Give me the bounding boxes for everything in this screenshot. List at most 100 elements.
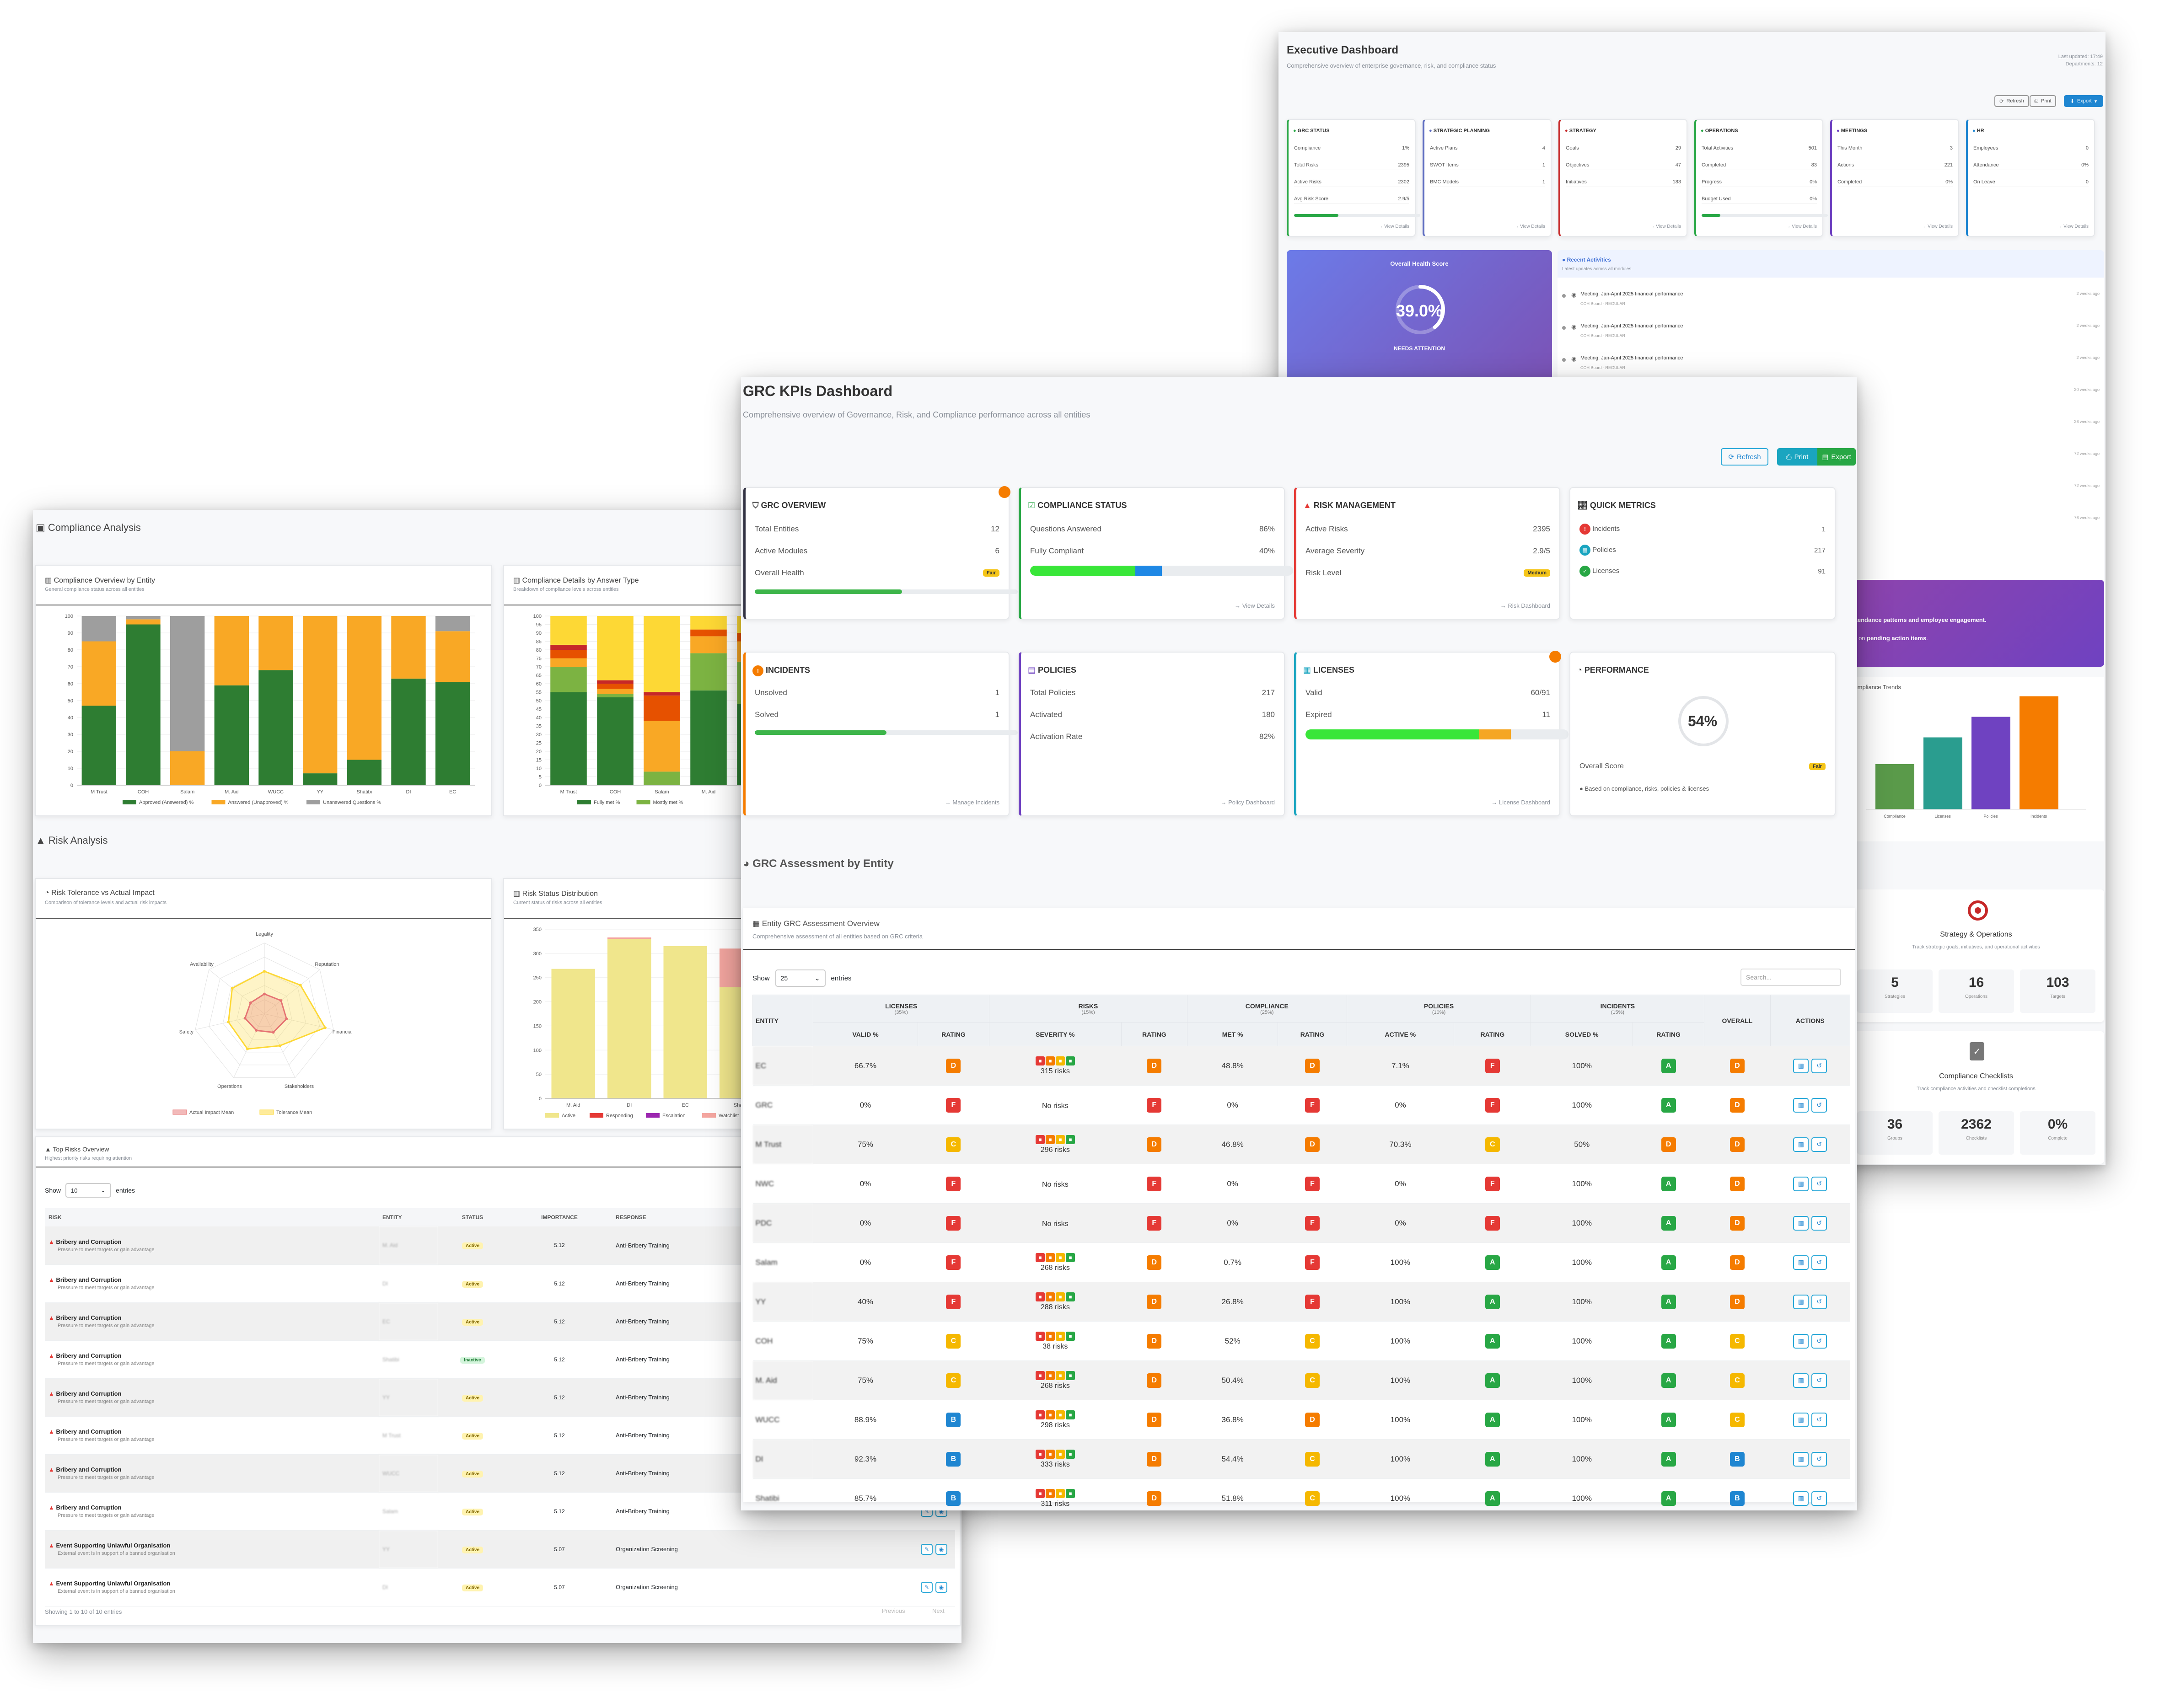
column-header[interactable]: ACTIONS [1770, 995, 1851, 1046]
history-icon[interactable]: ↺ [1811, 1294, 1827, 1309]
table-row[interactable]: Shatibi 85.7% B ■ ■ ■ ■ 311 risks D 51.8% C 100… [752, 1478, 1850, 1510]
column-header[interactable]: ENTITY [752, 995, 814, 1046]
table-row[interactable]: PDC 0% F No risks F 0% F 0% F 100% A D ▥ ↺ [752, 1203, 1850, 1243]
history-icon[interactable]: ↺ [1811, 1098, 1827, 1113]
severity-chip: ■ [1035, 1135, 1045, 1144]
chart-icon[interactable]: ▥ [1793, 1098, 1809, 1113]
view-details-link[interactable]: → View Details [1378, 224, 1409, 229]
chart-icon[interactable]: ▥ [1793, 1412, 1809, 1427]
table-row[interactable]: M. Aid 75% C ■ ■ ■ ■ 268 risks D 50.4% C 100% A … [752, 1360, 1850, 1400]
chart-icon[interactable]: ▥ [1793, 1137, 1809, 1152]
column-header[interactable]: RISK [48, 1214, 62, 1221]
severity-chip: ■ [1035, 1056, 1045, 1065]
search-input[interactable]: Search... [1740, 969, 1841, 986]
history-icon[interactable]: ↺ [1811, 1333, 1827, 1349]
legend-label: Active [562, 1113, 575, 1119]
license-dashboard-link[interactable]: → License Dashboard [1491, 799, 1550, 806]
print-button[interactable]: ⎙ Print [1777, 448, 1817, 466]
view-details-link[interactable]: → View Details [1786, 224, 1817, 229]
column-header[interactable]: RATING [1454, 1022, 1531, 1046]
policy-dashboard-link[interactable]: → Policy Dashboard [1220, 799, 1275, 806]
column-header[interactable]: ENTITY [382, 1214, 402, 1221]
table-row[interactable]: EC 66.7% D ■ ■ ■ ■ 315 risks D 48.8% D 7.1% F 10… [752, 1046, 1850, 1086]
history-icon[interactable]: ↺ [1811, 1137, 1827, 1152]
column-header[interactable]: RATING [1632, 1022, 1705, 1046]
column-header[interactable]: VALID % [813, 1022, 918, 1046]
licenses-card: ▦ LICENSES Valid 60/91 Expired 11 → Licens… [1294, 651, 1568, 816]
column-header[interactable]: SOLVED % [1531, 1022, 1633, 1046]
refresh-button[interactable]: ⟳ Refresh [1721, 448, 1768, 466]
chart-icon[interactable]: ▥ [1793, 1491, 1809, 1506]
table-row[interactable]: ▲ Event Supporting Unlawful Organisation… [45, 1530, 955, 1569]
table-row[interactable]: M Trust 75% C ■ ■ ■ ■ 296 risks D 46.8% D 70.3%… [752, 1124, 1850, 1164]
table-row[interactable]: YY 40% F ■ ■ ■ ■ 288 risks D 26.8% F 100% A 100%… [752, 1282, 1850, 1322]
table-row[interactable]: ▲ Event Supporting Unlawful Organisation… [45, 1568, 955, 1606]
table-row[interactable]: WUCC 88.9% B ■ ■ ■ ■ 298 risks D 36.8% D 100% A … [752, 1400, 1850, 1440]
risk-importance: 5.12 [507, 1340, 612, 1379]
history-icon[interactable]: ↺ [1811, 1215, 1827, 1231]
warning-icon: ▲ [1303, 501, 1311, 510]
chart-icon[interactable]: ▥ [1793, 1294, 1809, 1309]
column-header[interactable]: ACTIVE % [1346, 1022, 1455, 1046]
view-details-link[interactable]: → View Details [1922, 224, 1953, 229]
page-size-select[interactable]: 25 ⌄ [775, 969, 826, 987]
history-icon[interactable]: ↺ [1811, 1255, 1827, 1270]
history-icon[interactable]: ↺ [1811, 1412, 1827, 1427]
next-page-button[interactable]: Next [932, 1607, 945, 1614]
view-details-link[interactable]: → View Details [1650, 224, 1681, 229]
edit-icon[interactable]: ✎ [921, 1543, 933, 1555]
view-icon[interactable]: ◉ [935, 1581, 947, 1593]
risk-dashboard-link[interactable]: → Risk Dashboard [1500, 602, 1550, 609]
manage-incidents-link[interactable]: → Manage Incidents [945, 799, 999, 806]
y-tick-label: 85 [536, 639, 542, 645]
chart-icon[interactable]: ▥ [1793, 1215, 1809, 1231]
chart-icon[interactable]: ▥ [1793, 1058, 1809, 1073]
view-details-link[interactable]: → View Details [2057, 224, 2089, 229]
page-size-select[interactable]: 10 ⌄ [65, 1183, 112, 1198]
table-row[interactable]: ▲ Bribery and Corruption Pressure to meet… [45, 1492, 955, 1531]
history-icon[interactable]: ↺ [1811, 1176, 1827, 1191]
status-badge: Active [462, 1318, 483, 1326]
entity-name: M Trust [752, 1124, 813, 1164]
table-row[interactable]: Salam 0% F ■ ■ ■ ■ 268 risks D 0.7% F 100% A 100… [752, 1242, 1850, 1282]
view-icon[interactable]: ◉ [935, 1543, 947, 1555]
column-header[interactable]: OVERALL [1704, 995, 1771, 1046]
license-icon: ✓ [1579, 566, 1590, 577]
print-button[interactable]: ⎙ Print [2030, 95, 2056, 107]
column-header[interactable]: RATING [1278, 1022, 1347, 1046]
history-icon[interactable]: ↺ [1811, 1451, 1827, 1467]
export-button[interactable]: ▤ Export [1817, 448, 1856, 466]
chart-icon[interactable]: ▥ [1793, 1451, 1809, 1467]
refresh-button[interactable]: ⟳ Refresh [1994, 95, 2029, 107]
table-row[interactable]: GRC 0% F No risks F 0% F 0% F 100% A D ▥ ↺ [752, 1085, 1850, 1125]
column-header[interactable]: RATING [1121, 1022, 1187, 1046]
table-row[interactable]: NWC 0% F No risks F 0% F 0% F 100% A D ▥ ↺ [752, 1164, 1850, 1204]
history-icon[interactable]: ↺ [1811, 1491, 1827, 1506]
column-header[interactable]: IMPORTANCE [541, 1214, 578, 1221]
view-details-link[interactable]: → View Details [1514, 224, 1545, 229]
table-row[interactable]: COH 75% C ■ ■ ■ ■ 38 risks D 52% C 100% A 100% A … [752, 1321, 1850, 1361]
edit-icon[interactable]: ✎ [921, 1581, 933, 1593]
y-tick-label: 15 [536, 758, 542, 763]
view-details-link[interactable]: → View Details [1235, 602, 1275, 609]
history-icon[interactable]: ↺ [1811, 1058, 1827, 1073]
column-header[interactable]: MET % [1187, 1022, 1278, 1046]
column-header[interactable]: RATING [917, 1022, 990, 1046]
history-icon[interactable]: ↺ [1811, 1373, 1827, 1388]
chart-icon[interactable]: ▥ [1793, 1333, 1809, 1349]
warning-icon: ▲ [48, 1504, 54, 1511]
chart-bar [644, 721, 680, 772]
chart-bar [550, 650, 587, 659]
chart-icon[interactable]: ▥ [1793, 1373, 1809, 1388]
export-button[interactable]: ⬇ Export ▾ [2064, 95, 2103, 107]
chart-icon[interactable]: ▥ [1793, 1255, 1809, 1270]
chart-icon[interactable]: ▥ [1793, 1176, 1809, 1191]
y-tick-label: 65 [536, 673, 542, 679]
column-header[interactable]: STATUS [462, 1214, 483, 1221]
previous-page-button[interactable]: Previous [882, 1607, 905, 1614]
risk-entity: EC [379, 1302, 438, 1341]
column-header[interactable]: SEVERITY % [989, 1022, 1122, 1046]
severity-chip: ■ [1065, 1292, 1075, 1301]
table-row[interactable]: DI 92.3% B ■ ■ ■ ■ 333 risks D 54.4% C 100% A 10… [752, 1439, 1850, 1479]
column-header[interactable]: RESPONSE [616, 1214, 646, 1221]
